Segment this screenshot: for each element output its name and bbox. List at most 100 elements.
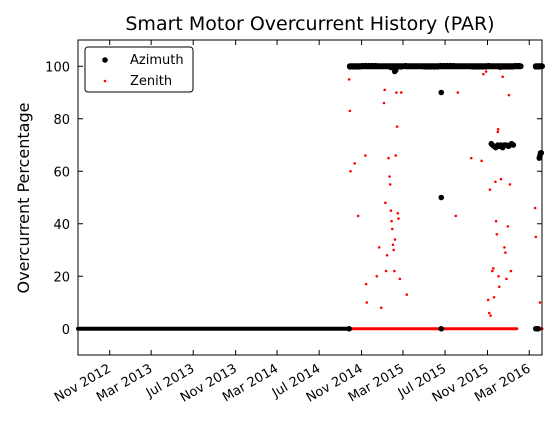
data-point	[456, 91, 460, 94]
data-point	[393, 269, 396, 273]
data-point	[510, 142, 517, 148]
y-tick-label: 60	[53, 165, 70, 180]
data-point	[395, 125, 399, 128]
legend-label-zenith: Zenith	[130, 74, 172, 89]
data-point	[365, 301, 369, 304]
data-point	[384, 201, 387, 205]
data-point	[391, 243, 395, 247]
data-point	[480, 159, 483, 163]
plot-frame	[77, 39, 543, 356]
data-point	[505, 277, 508, 281]
legend-entry-zenith: Zenith	[103, 74, 172, 89]
data-point	[393, 238, 397, 241]
data-point	[382, 101, 386, 105]
data-point	[346, 325, 352, 332]
data-point	[438, 325, 445, 332]
data-point	[538, 150, 545, 156]
data-point	[488, 188, 492, 191]
legend-entry-azimuth: Azimuth	[102, 53, 184, 68]
data-point	[497, 274, 500, 278]
data-point	[438, 89, 445, 96]
data-point	[379, 306, 383, 310]
data-point	[495, 232, 499, 236]
legend: Azimuth Zenith	[84, 46, 194, 93]
data-point	[377, 246, 381, 249]
data-point	[538, 301, 542, 304]
data-point	[388, 64, 394, 71]
data-point	[496, 127, 500, 131]
zenith-series	[76, 64, 544, 331]
data-point	[388, 175, 391, 178]
data-point	[383, 88, 386, 92]
data-point	[454, 214, 458, 218]
data-point	[533, 206, 537, 210]
data-point	[496, 130, 500, 134]
data-point	[491, 269, 494, 273]
data-point	[534, 235, 538, 239]
data-point	[515, 62, 522, 69]
legend-marker-zenith	[103, 79, 107, 83]
y-tick-label: 20	[53, 270, 70, 285]
data-point	[348, 109, 352, 113]
y-tick-label: 0	[62, 323, 70, 338]
data-point	[405, 293, 409, 296]
data-point	[438, 194, 445, 201]
y-tick-label: 80	[53, 113, 70, 128]
data-point	[364, 154, 367, 157]
data-point	[347, 78, 351, 81]
data-point	[497, 285, 501, 289]
data-point	[349, 169, 352, 173]
data-point	[356, 214, 360, 218]
data-point	[385, 253, 389, 257]
data-point	[399, 91, 403, 94]
y-tick-label: 100	[45, 60, 70, 75]
data-point	[484, 70, 488, 73]
data-point	[489, 314, 492, 317]
data-point	[482, 72, 485, 76]
data-point	[398, 64, 404, 70]
data-point	[503, 246, 506, 249]
data-point	[388, 183, 392, 186]
data-point	[392, 248, 395, 252]
data-point	[387, 156, 390, 160]
y-tick-label: 40	[53, 218, 70, 233]
data-point	[353, 162, 356, 165]
data-point	[390, 227, 394, 231]
data-point	[384, 269, 388, 273]
data-point	[397, 217, 400, 220]
y-axis-label: Overcurrent Percentage	[14, 103, 33, 294]
legend-box	[84, 46, 194, 93]
legend-marker-azimuth	[102, 57, 108, 63]
data-point	[535, 325, 542, 332]
data-point	[486, 298, 490, 302]
data-point	[389, 209, 393, 212]
data-point	[364, 282, 368, 286]
data-point	[501, 75, 504, 79]
data-point	[509, 269, 513, 273]
data-point	[494, 180, 497, 184]
data-point	[396, 211, 400, 215]
data-point	[395, 91, 398, 94]
data-point	[469, 156, 473, 160]
data-point	[375, 274, 379, 278]
azimuth-series	[76, 62, 545, 332]
data-point	[504, 251, 507, 254]
data-point	[392, 67, 399, 73]
data-point	[487, 311, 491, 315]
legend-label-azimuth: Azimuth	[130, 53, 184, 68]
data-point	[390, 219, 393, 223]
chart-title: Smart Motor Overcurrent History (PAR)	[125, 13, 494, 35]
data-point	[494, 219, 498, 223]
data-point	[492, 295, 496, 299]
data-point	[507, 93, 511, 97]
data-point	[492, 267, 495, 270]
data-point	[506, 225, 510, 228]
data-point	[499, 177, 503, 181]
data-point	[536, 64, 542, 70]
data-point	[398, 277, 402, 281]
data-point	[394, 154, 398, 157]
data-point	[508, 183, 512, 186]
